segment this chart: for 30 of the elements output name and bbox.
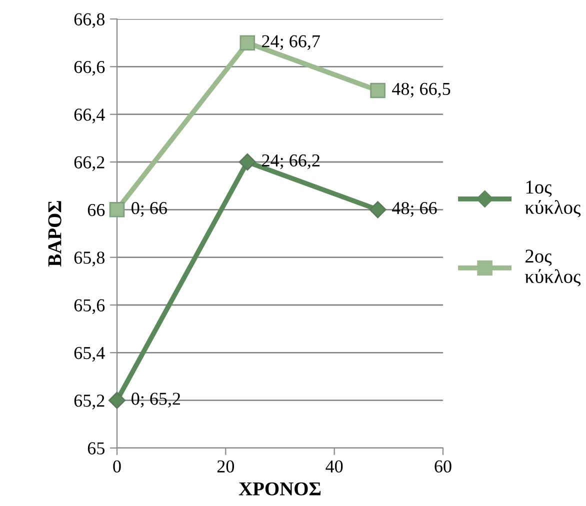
- y-tick-label: 66,4: [74, 108, 105, 124]
- y-tick-label: 65: [88, 442, 104, 454]
- point: [108, 392, 126, 409]
- x-tick-label: 60: [434, 460, 452, 473]
- point: [238, 153, 256, 171]
- data-label: 48; 66: [392, 202, 437, 217]
- point: [240, 35, 256, 50]
- x-axis-title: ΧΡΟΝΟΣ: [238, 482, 321, 496]
- y-tick-label: 66: [88, 204, 105, 216]
- data-label: 0; 66: [132, 202, 167, 217]
- y-tick-label: 66,6: [74, 60, 105, 76]
- y-tick-label: 65,2: [74, 394, 104, 410]
- data-label: 24; 66,2: [262, 154, 320, 170]
- y-tick-label: 65,4: [74, 346, 105, 362]
- point: [370, 82, 386, 98]
- data-label: 48; 66,5: [392, 82, 450, 98]
- legend-label: 1ος κύκλος: [525, 180, 581, 218]
- x-tick-label: 40: [326, 460, 343, 473]
- y-axis-title: ΒΑΡΟΣ: [48, 201, 62, 267]
- y-tick-label: 65,8: [74, 252, 105, 266]
- legend-label: 2ος κύκλος: [525, 250, 581, 286]
- data-label: 24; 66,7: [262, 35, 320, 50]
- x-tick-label: 20: [217, 460, 234, 473]
- point: [109, 202, 125, 218]
- y-tick-label: 65,6: [74, 299, 105, 314]
- x-tick-label: 0: [113, 460, 121, 473]
- point: [369, 201, 386, 218]
- data-label: 0; 65,2: [132, 392, 180, 408]
- y-tick-label: 66,2: [74, 156, 104, 172]
- y-tick-label: 66,8: [74, 13, 105, 28]
